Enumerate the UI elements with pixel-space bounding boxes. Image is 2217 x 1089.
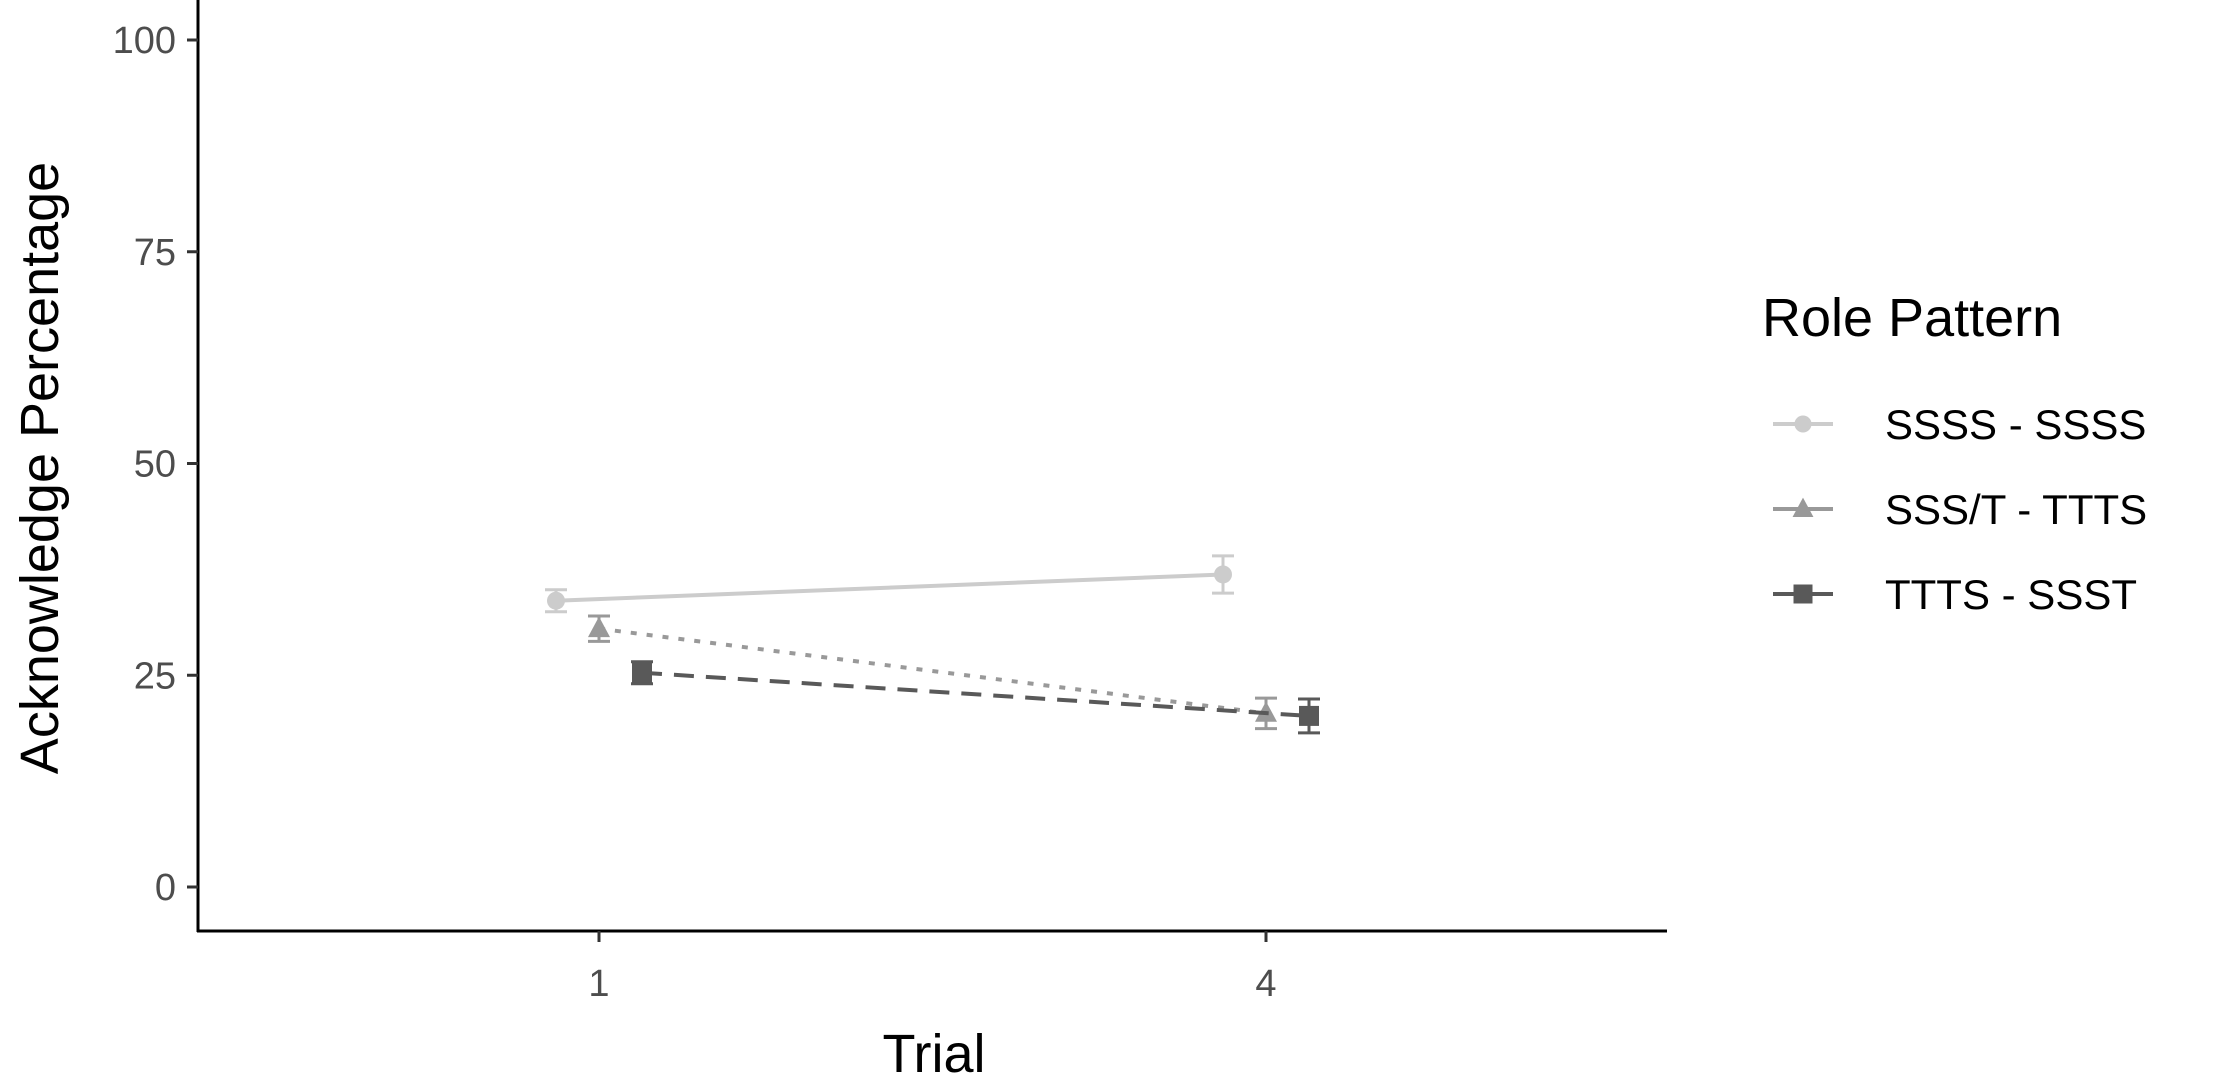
series-line-3: [641, 670, 1310, 718]
series-1: [545, 554, 1234, 614]
series-2: [588, 614, 1277, 731]
legend-item-2: SSS/T - TTTS: [1773, 486, 2147, 533]
legend-label: SSSS - SSSS: [1885, 401, 2146, 448]
data-marks: [545, 554, 1320, 735]
legend-key-marker: [1793, 584, 1813, 604]
data-point: [632, 662, 652, 683]
x-tick-label-4: 4: [1255, 963, 1276, 1005]
legend: Role Pattern SSSS - SSSS SSS/T - TTTS TTTS…: [1762, 288, 2147, 618]
y-tick-label-100: 100: [113, 20, 176, 62]
data-point: [547, 591, 565, 610]
x-axis-title: Trial: [883, 1024, 986, 1084]
y-tick-label-75: 75: [134, 232, 176, 274]
data-point: [1214, 565, 1232, 584]
data-point: [1299, 705, 1319, 726]
legend-key-marker: [1794, 415, 1812, 433]
legend-title: Role Pattern: [1762, 288, 2062, 348]
legend-label: SSS/T - TTTS: [1885, 486, 2147, 533]
series-line-2: [598, 626, 1267, 716]
y-tick-label-50: 50: [134, 444, 176, 486]
series-3: [631, 660, 1320, 735]
legend-key-marker: [1792, 497, 1814, 517]
y-axis-title: Acknowledge Percentage: [10, 162, 70, 774]
series-line-1: [555, 572, 1224, 603]
axes: 0 25 50 75 100 1 4: [113, 0, 1667, 1005]
legend-item-3: TTTS - SSST: [1773, 571, 2137, 618]
legend-label: TTTS - SSST: [1885, 571, 2137, 618]
y-tick-label-0: 0: [155, 867, 176, 909]
data-point: [588, 616, 610, 638]
x-tick-label-1: 1: [588, 963, 609, 1005]
y-tick-label-25: 25: [134, 655, 176, 697]
legend-item-1: SSSS - SSSS: [1773, 401, 2146, 448]
